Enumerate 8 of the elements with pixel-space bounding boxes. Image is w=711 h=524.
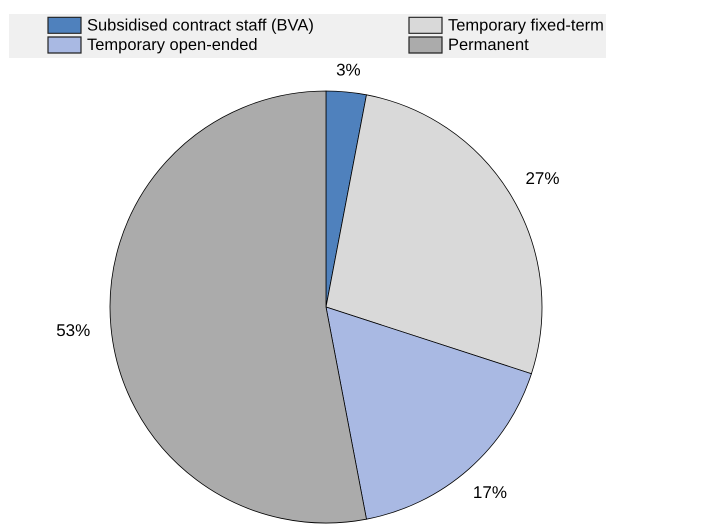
- data-label: 17%: [472, 482, 507, 502]
- legend-label: Permanent: [448, 36, 530, 54]
- legend-label: Temporary fixed-term: [448, 16, 604, 34]
- legend-label: Temporary open-ended: [87, 36, 258, 54]
- data-label: 53%: [56, 320, 90, 340]
- legend-label: Subsidised contract staff (BVA): [87, 16, 314, 34]
- data-label: 3%: [336, 60, 361, 80]
- data-label: 27%: [525, 168, 560, 188]
